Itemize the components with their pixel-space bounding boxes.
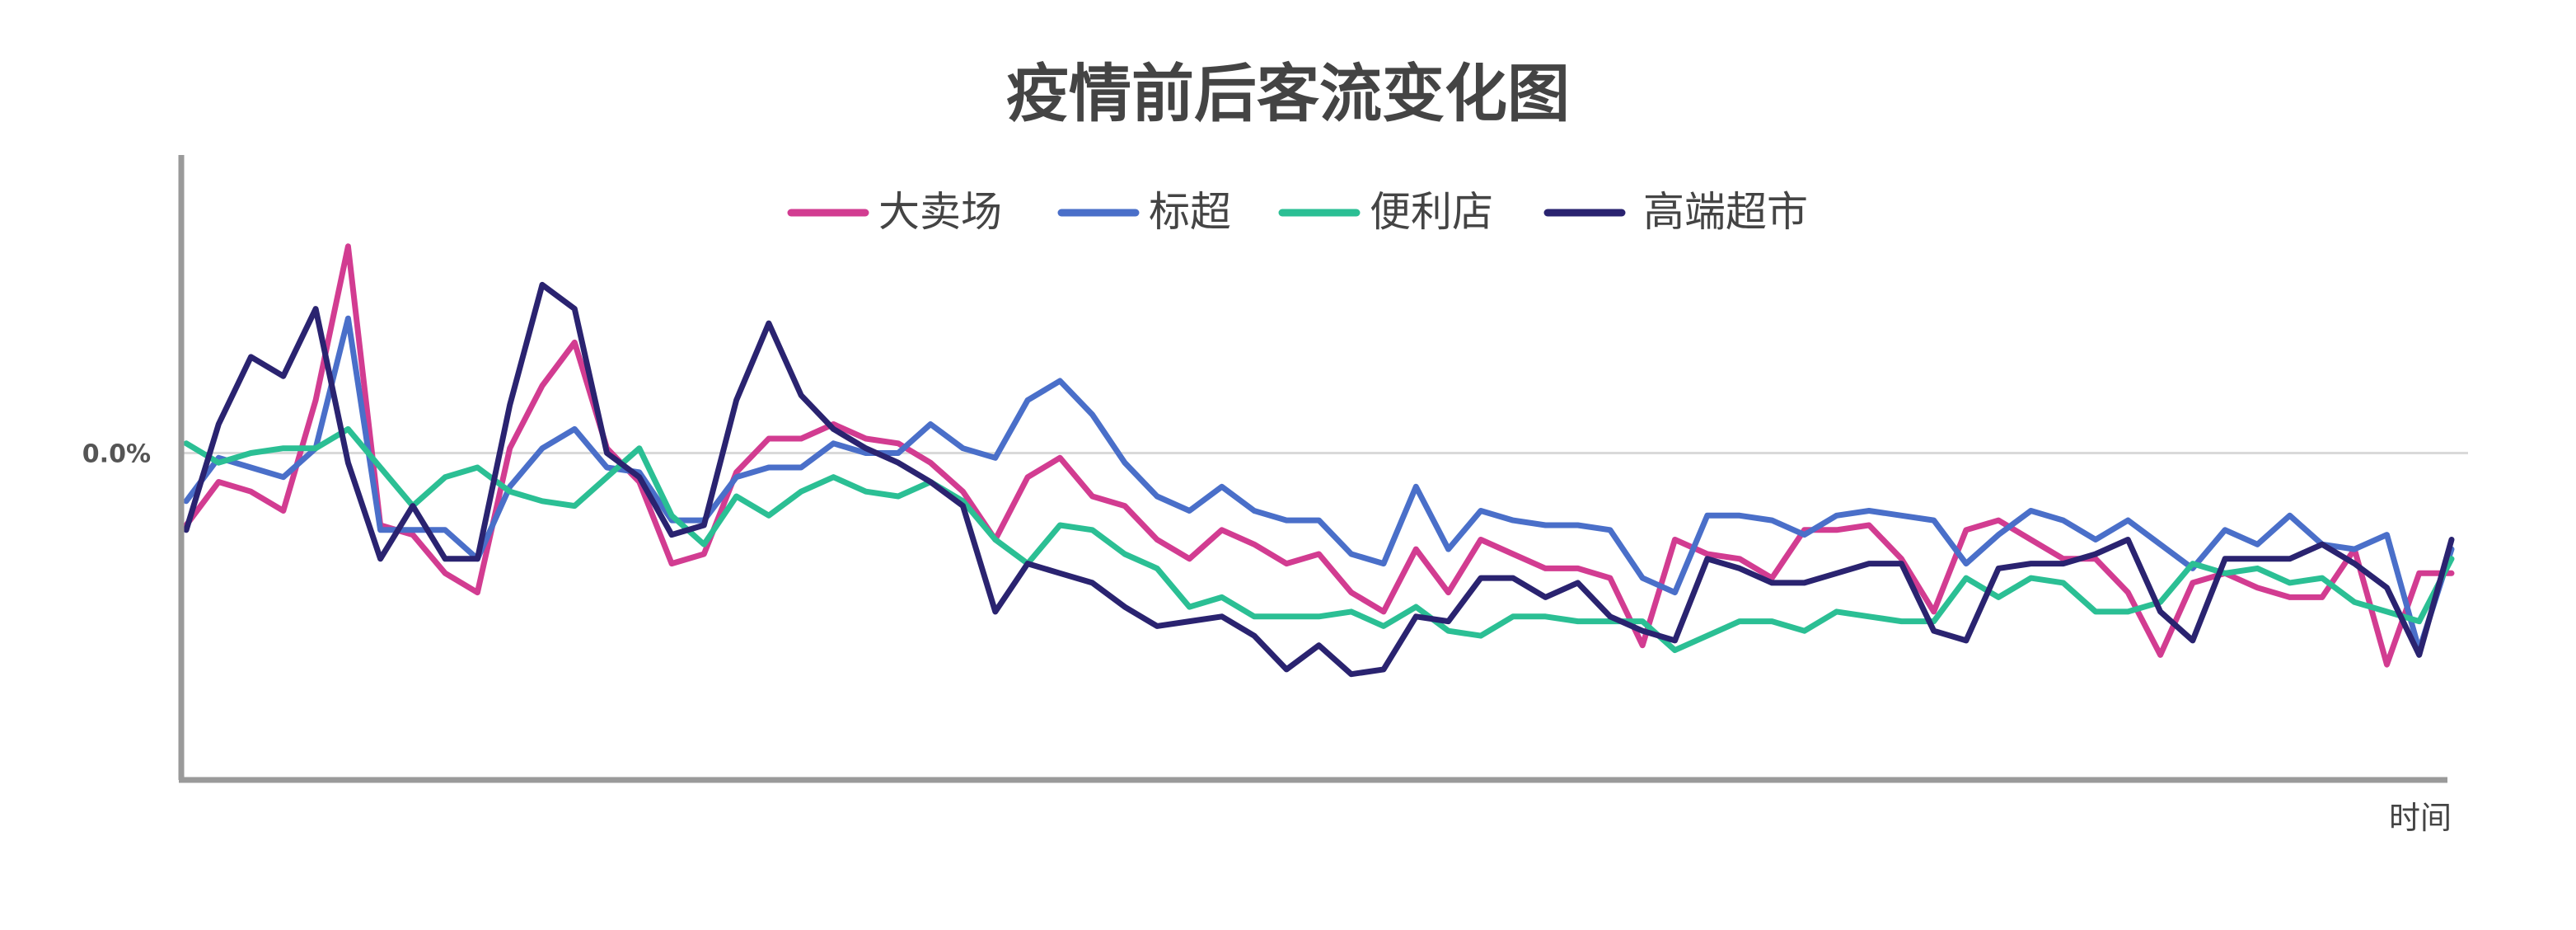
- series-line-4: [183, 281, 2455, 678]
- series-line-1: [183, 243, 2455, 668]
- series-line-3: [183, 425, 2455, 654]
- series-layer: [183, 243, 2455, 678]
- legend-label-4: 高端超市: [1643, 188, 1808, 236]
- legend: 大卖场 标超 便利店 高端超市: [787, 188, 1808, 236]
- chart-title: 疫情前后客流变化图: [1006, 57, 1570, 130]
- y-tick-label: 0.0%: [82, 440, 151, 469]
- legend-label-2: 标超: [1149, 188, 1231, 236]
- legend-label-3: 便利店: [1370, 188, 1493, 236]
- series-line-2: [183, 315, 2455, 654]
- legend-label-1: 大卖场: [878, 188, 1002, 236]
- y-tick-labels: 0.0%: [82, 440, 151, 469]
- x-axis-label: 时间: [2389, 800, 2452, 836]
